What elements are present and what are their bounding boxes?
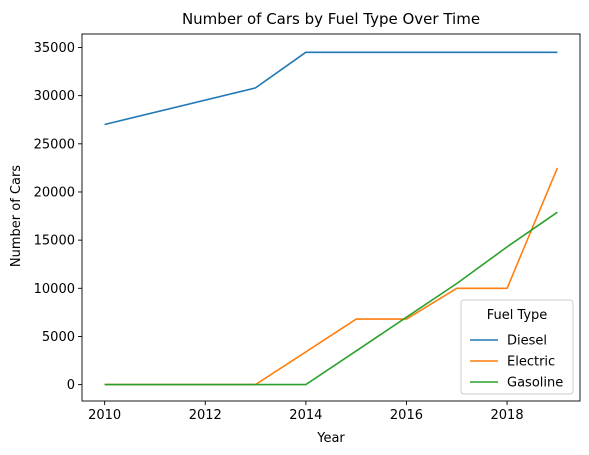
y-tick-label: 35000 xyxy=(34,41,75,56)
x-axis: 2010 2012 2014 2016 2018 xyxy=(88,401,524,423)
legend-title: Fuel Type xyxy=(487,308,548,323)
legend: Fuel Type Diesel Electric Gasoline xyxy=(460,299,574,395)
y-tick-label: 15000 xyxy=(34,234,75,249)
series-line-gasoline xyxy=(104,211,558,386)
y-tick-label: 5000 xyxy=(42,330,75,345)
legend-box xyxy=(460,299,574,395)
y-tick-label: 25000 xyxy=(34,137,75,152)
legend-entry-gasoline: Gasoline xyxy=(507,376,563,391)
x-axis-label: Year xyxy=(316,431,345,446)
x-tick-label: 2018 xyxy=(491,408,524,423)
x-tick-label: 2014 xyxy=(289,408,322,423)
y-axis: 0 5000 10000 15000 20000 25000 30000 35000 xyxy=(34,41,82,393)
plot-area xyxy=(81,33,581,402)
series-line-diesel xyxy=(104,51,558,126)
x-tick-label: 2010 xyxy=(88,408,121,423)
legend-entry-diesel: Diesel xyxy=(507,334,547,349)
chart-title: Number of Cars by Fuel Type Over Time xyxy=(182,10,480,28)
x-tick-label: 2012 xyxy=(189,408,222,423)
y-tick-label: 0 xyxy=(67,378,75,393)
plot-frame xyxy=(81,33,581,402)
y-tick-label: 20000 xyxy=(34,185,75,200)
y-tick-label: 30000 xyxy=(34,89,75,104)
series-line-electric xyxy=(104,167,559,386)
y-tick-label: 10000 xyxy=(34,282,75,297)
legend-entry-electric: Electric xyxy=(507,355,555,370)
x-tick-label: 2016 xyxy=(390,408,423,423)
y-axis-label: Number of Cars xyxy=(9,165,24,267)
